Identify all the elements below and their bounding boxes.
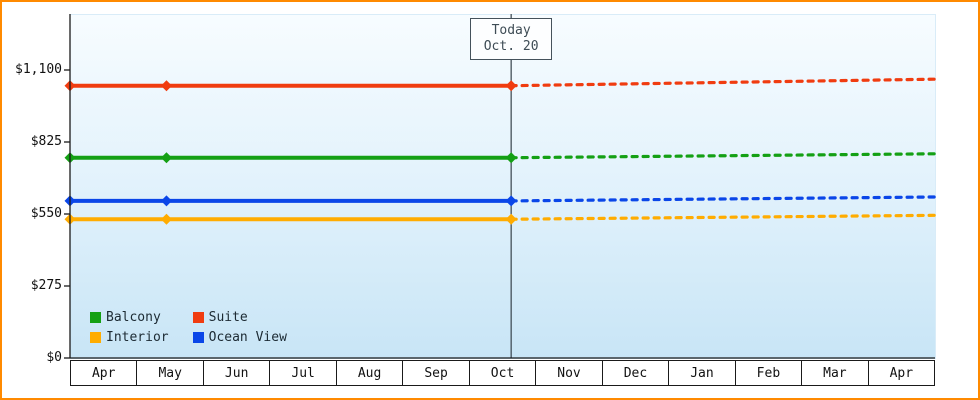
month-cell: Mar [802,360,869,386]
legend-item-interior: Interior [90,330,169,345]
y-axis-tick-label: $275 [30,278,62,293]
y-axis-tick-label: $825 [30,134,62,149]
month-cell: Sep [403,360,470,386]
balcony-color-swatch [90,312,101,323]
legend-item-balcony: Balcony [90,310,169,325]
month-axis: Apr May Jun Jul Aug Sep Oct Nov Dec Jan … [70,360,936,386]
month-cell: Dec [602,360,670,386]
legend-label: Suite [208,310,248,325]
legend-label: Balcony [106,310,161,325]
month-cell: Jan [669,360,736,386]
month-cell: Jul [270,360,337,386]
month-cell: Nov [536,360,603,386]
today-marker-box: Today Oct. 20 [470,18,553,60]
suite-color-swatch [192,312,204,323]
month-cell: Apr [868,360,936,386]
month-cell: Jun [203,360,271,386]
month-cell: Aug [336,360,404,386]
month-cell: Feb [735,360,803,386]
legend-item-suite: Suite [192,310,287,325]
month-cell: Apr [70,360,138,386]
y-axis-tick-label: $0 [46,350,62,365]
y-axis-tick-label: $1,100 [15,62,62,77]
month-cell: May [137,360,204,386]
plot-background [70,14,936,359]
legend-label: Interior [106,330,169,345]
month-cell: Oct [469,360,537,386]
interior-color-swatch [90,332,101,343]
y-axis-tick-label: $550 [30,206,62,221]
legend-label: Ocean View [208,330,287,345]
ocean-view-color-swatch [192,332,204,343]
legend-item-ocean-view: Ocean View [192,330,287,345]
today-label: Today [491,23,531,38]
today-date: Oct. 20 [483,39,539,54]
chart-legend: Balcony Suite Interior Ocean View [90,310,287,345]
